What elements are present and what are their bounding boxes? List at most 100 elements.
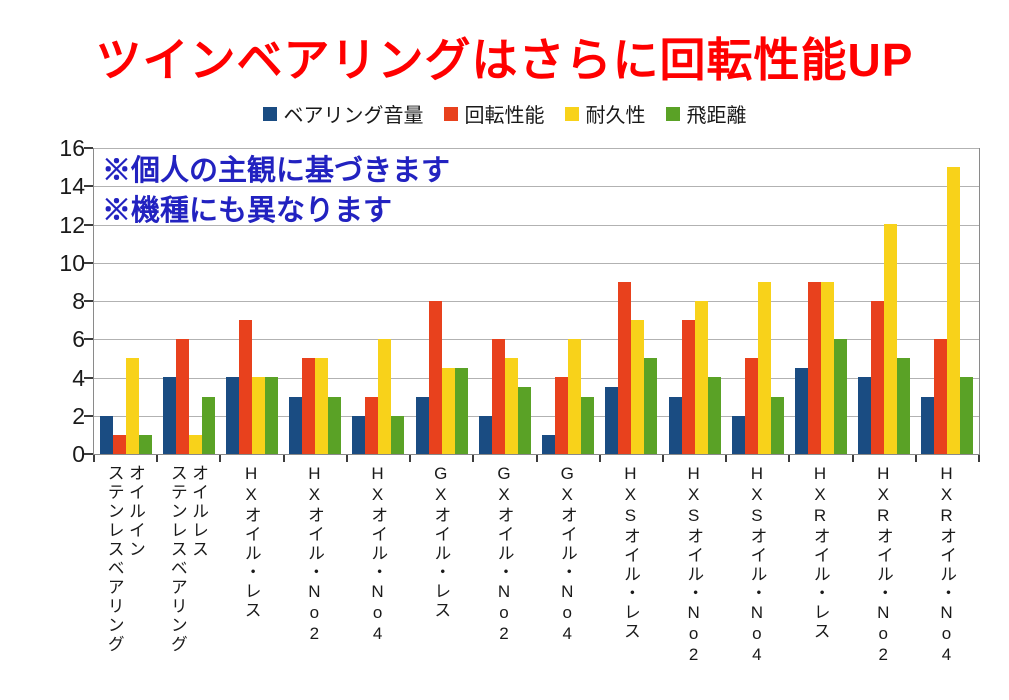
- bar-bearing-noise: [731, 416, 745, 454]
- bar-flight-distance: [138, 435, 152, 454]
- bar-flight-distance: [707, 377, 721, 454]
- bar-flight-distance: [833, 339, 847, 454]
- bar-flight-distance: [201, 397, 215, 454]
- x-axis-tick: [536, 455, 538, 462]
- y-axis-label-2: 2: [72, 402, 85, 429]
- bar-group-2: [157, 148, 220, 454]
- bar-bearing-noise: [921, 397, 935, 454]
- bar-bearing-noise: [605, 387, 619, 454]
- x-category-14: HXRオイル・No4: [915, 464, 978, 696]
- y-axis-label-16: 16: [59, 135, 85, 161]
- bar-group-14: [916, 148, 979, 454]
- bar-bearing-noise: [99, 416, 113, 454]
- x-axis-label: GXオイル・レス: [431, 464, 451, 620]
- y-axis-label-8: 8: [72, 288, 85, 314]
- x-axis-label: HXSオイル・レス: [620, 464, 640, 641]
- y-axis-tick: [84, 376, 93, 379]
- x-category-7: GXオイル・No2: [472, 464, 535, 696]
- bar-durability: [884, 224, 898, 454]
- bar-flight-distance: [517, 387, 531, 454]
- bar-durability: [504, 358, 518, 454]
- plot-area: ※個人の主観に基づきます ※機種にも異なります: [93, 148, 980, 455]
- legend-swatch-rotation-performance: [443, 106, 458, 121]
- bar-flight-distance: [644, 358, 658, 454]
- y-axis-tick: [84, 261, 93, 264]
- x-axis-label: GXオイル・No4: [557, 464, 577, 645]
- x-axis-tick: [852, 455, 854, 462]
- legend-label: 回転性能: [464, 105, 545, 127]
- y-axis-label-6: 6: [72, 326, 85, 353]
- x-axis-tick: [346, 455, 348, 462]
- x-axis-label: HXオイル・No4: [368, 464, 388, 645]
- x-axis-labels: オイルイン ステンレスベアリング オイルレス ステンレスベアリング HXオイル・レス…: [93, 464, 978, 696]
- y-axis-tick: [84, 147, 93, 149]
- bar-durability: [378, 339, 392, 454]
- bar-rotation-performance: [428, 301, 442, 454]
- chart-legend: ベアリング音量 回転性能 耐久性 飛距離: [0, 99, 1009, 128]
- x-category-10: HXSオイル・No2: [662, 464, 725, 696]
- bar-group-8: [537, 148, 600, 454]
- x-axis-tick: [915, 455, 917, 462]
- bar-rotation-performance: [555, 377, 569, 454]
- bar-group-10: [663, 148, 726, 454]
- x-category-1: オイルイン ステンレスベアリング: [93, 464, 156, 696]
- x-axis-label: オイルレス ステンレスベアリング: [167, 464, 209, 654]
- bar-rotation-performance: [302, 358, 316, 454]
- gridline-y14: [94, 186, 979, 188]
- x-category-9: HXSオイル・レス: [599, 464, 662, 696]
- legend-item-flight-distance: 飛距離: [665, 99, 747, 128]
- bar-bearing-noise: [226, 377, 240, 454]
- bar-bearing-noise: [352, 416, 366, 454]
- bar-group-12: [789, 148, 852, 454]
- bar-rotation-performance: [175, 339, 189, 454]
- gridline-y12: [94, 224, 979, 226]
- bar-rotation-performance: [491, 339, 505, 454]
- bar-group-3: [220, 148, 283, 454]
- legend-swatch-bearing-noise: [262, 106, 277, 121]
- bar-durability: [252, 377, 266, 454]
- x-category-12: HXRオイル・レス: [788, 464, 851, 696]
- bar-rotation-performance: [807, 282, 821, 454]
- legend-item-rotation-performance: 回転性能: [443, 99, 545, 128]
- y-axis-label-4: 4: [72, 364, 85, 391]
- y-axis-tick: [84, 414, 93, 417]
- legend-label: ベアリング音量: [283, 105, 424, 127]
- x-category-6: GXオイル・レス: [409, 464, 472, 696]
- bar-bearing-noise: [478, 416, 492, 454]
- bar-bearing-noise: [542, 435, 556, 454]
- x-axis-tick: [93, 455, 95, 462]
- x-axis-tick: [409, 455, 411, 462]
- bar-bearing-noise: [858, 377, 872, 454]
- x-axis-tick: [219, 455, 221, 462]
- bar-group-1: [94, 148, 157, 454]
- x-axis-label: HXRオイル・No4: [937, 464, 956, 666]
- x-category-4: HXオイル・No2: [283, 464, 346, 696]
- gridline-y6: [94, 339, 979, 341]
- bar-durability: [631, 320, 645, 454]
- chart-annotation: ※個人の主観に基づきます ※機種にも異なります: [102, 151, 450, 231]
- bar-durability: [188, 435, 202, 454]
- bar-rotation-performance: [871, 301, 885, 454]
- x-axis-label: HXRオイル・レス: [810, 464, 830, 641]
- bar-flight-distance: [581, 397, 595, 454]
- y-axis-label-0: 0: [72, 441, 85, 467]
- bar-flight-distance: [328, 397, 342, 454]
- page-title: ツインベアリングはさらに回転性能UP: [95, 34, 914, 86]
- x-axis-label: HXオイル・レス: [241, 464, 261, 620]
- x-category-5: HXオイル・No4: [346, 464, 409, 696]
- gridline-y10: [94, 262, 979, 264]
- legend-label: 飛距離: [686, 105, 747, 127]
- x-axis-label: HXRオイル・No2: [873, 464, 893, 666]
- y-axis-label-12: 12: [59, 211, 85, 238]
- bar-rotation-performance: [744, 358, 758, 454]
- bar-group-6: [410, 148, 473, 454]
- x-axis-tick: [472, 455, 474, 462]
- x-axis-tick: [978, 455, 980, 462]
- x-axis-label: オイルイン ステンレスベアリング: [104, 464, 145, 654]
- bar-durability: [947, 167, 961, 454]
- bar-durability: [694, 301, 708, 454]
- bar-rotation-performance: [934, 339, 948, 454]
- x-category-11: HXSオイル・No4: [725, 464, 788, 696]
- bar-group-7: [473, 148, 536, 454]
